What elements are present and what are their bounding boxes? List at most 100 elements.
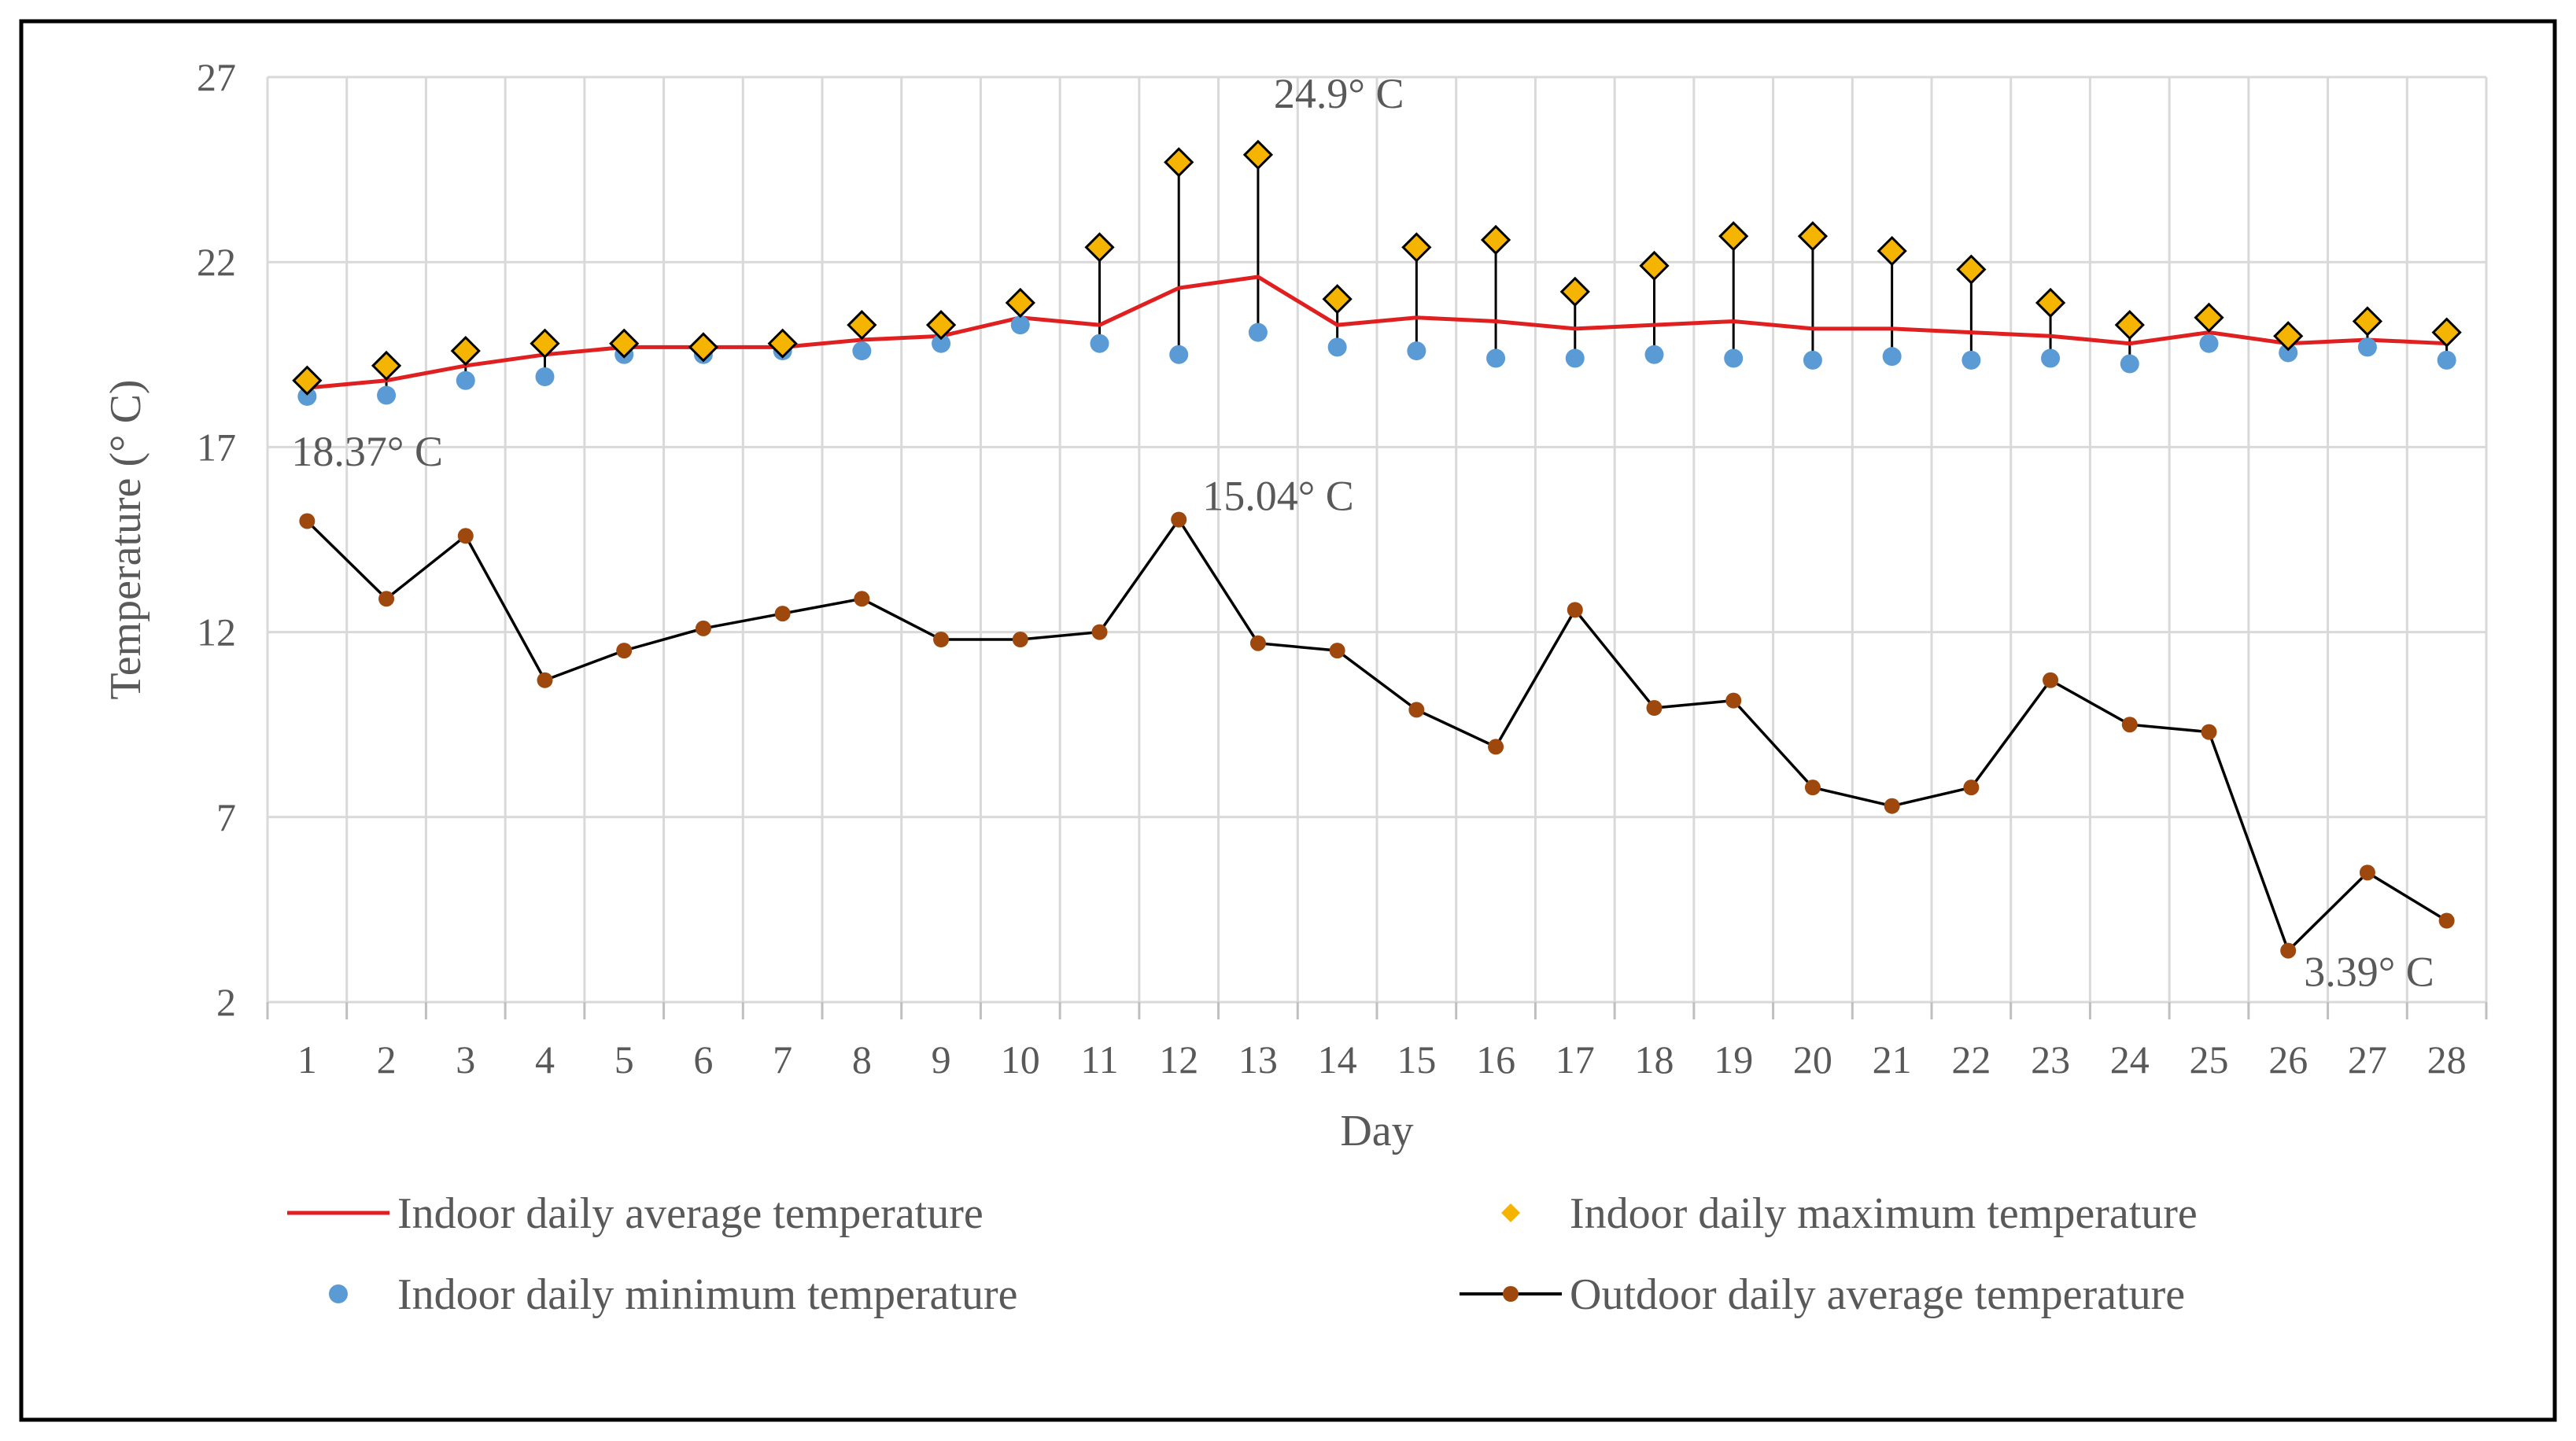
indoor-minimum-point — [2041, 348, 2061, 368]
indoor-minimum-point — [1724, 348, 1744, 368]
outdoor-average-line — [306, 517, 2448, 953]
outdoor-average-point — [1567, 602, 1583, 618]
x-tick-label: 17 — [1556, 1037, 1595, 1082]
x-tick-label: 26 — [2268, 1037, 2308, 1082]
x-tick-label: 18 — [1635, 1037, 1674, 1082]
outdoor-average-point — [457, 528, 474, 544]
chart-frame — [19, 19, 2557, 1422]
x-tick-label: 23 — [2031, 1037, 2070, 1082]
indoor-maximum-point — [1005, 287, 1035, 319]
legend-swatch-indoor-minimum — [329, 1284, 348, 1303]
indoor-maximum-point — [1639, 250, 1670, 282]
indoor-maximum-point — [530, 328, 560, 359]
indoor-minimum-point — [1962, 350, 1981, 370]
indoor-maximum-point — [1797, 221, 1829, 252]
x-tick-label: 7 — [773, 1037, 792, 1082]
legend-label: Indoor daily minimum temperature — [397, 1270, 1017, 1319]
indoor-maximum-point — [2352, 306, 2383, 337]
x-tick-label: 16 — [1476, 1037, 1515, 1082]
indoor-maximum-point — [2194, 302, 2224, 333]
indoor-minimum-point — [1803, 350, 1822, 370]
indoor-maximum-point — [1242, 139, 1274, 170]
outdoor-average-point — [2280, 942, 2297, 959]
y-tick-label: 7 — [216, 795, 236, 839]
indoor-minimum-point — [1327, 337, 1347, 357]
outdoor-average-point — [378, 591, 395, 607]
legend-swatch-outdoor-marker — [1503, 1286, 1519, 1302]
indoor-minimum-point — [932, 334, 951, 353]
indoor-minimum-point — [2199, 334, 2219, 353]
y-axis-title: Temperature (° C) — [101, 379, 150, 699]
outdoor-average-point — [1488, 739, 1504, 755]
x-tick-label: 15 — [1397, 1037, 1436, 1082]
x-tick-label: 14 — [1318, 1037, 1357, 1082]
outdoor-average-point — [2121, 717, 2138, 733]
x-tick-label: 12 — [1159, 1037, 1198, 1082]
indoor-maximum-point — [1480, 224, 1511, 256]
indoor-maximum-point — [847, 310, 877, 341]
indoor-minimum-point — [2357, 337, 2377, 357]
indoor-maximum-point — [2431, 317, 2462, 348]
x-tick-label: 6 — [693, 1037, 713, 1082]
outdoor-average-point — [537, 672, 553, 688]
indoor-maximum-point — [371, 350, 402, 381]
data-annotation: 15.04° C — [1202, 473, 1354, 520]
x-tick-label: 3 — [456, 1037, 475, 1082]
indoor-minimum-point — [1486, 348, 1506, 368]
x-tick-label: 28 — [2427, 1037, 2467, 1082]
x-tick-label: 13 — [1238, 1037, 1278, 1082]
outdoor-average-point — [1249, 635, 1266, 651]
x-tick-label: 19 — [1714, 1037, 1753, 1082]
indoor-minimum-point — [535, 367, 555, 387]
y-tick-label: 27 — [197, 55, 236, 99]
y-tick-label: 17 — [197, 425, 236, 469]
x-tick-label: 1 — [297, 1037, 317, 1082]
data-annotation: 24.9° C — [1274, 70, 1404, 117]
outdoor-average-point — [1725, 692, 1742, 709]
indoor-minimum-point — [2120, 354, 2139, 374]
indoor-maximum-point — [450, 335, 481, 367]
outdoor-average-point — [2359, 864, 2375, 881]
x-axis-title: Day — [1340, 1107, 1413, 1155]
legend-label: Indoor daily maximum temperature — [1570, 1189, 2198, 1238]
outdoor-average-point — [1884, 798, 1900, 814]
indoor-maximum-point — [767, 328, 798, 359]
indoor-maximum-point — [2035, 287, 2066, 319]
indoor-maximum-point — [292, 365, 323, 396]
x-tick-label: 27 — [2348, 1037, 2387, 1082]
indoor-maximum-point — [1956, 254, 1987, 285]
indoor-minimum-point — [2279, 343, 2298, 363]
x-tick-label: 4 — [535, 1037, 555, 1082]
x-tick-label: 20 — [1793, 1037, 1832, 1082]
x-tick-label: 22 — [1951, 1037, 1991, 1082]
indoor-minimum-point — [1407, 341, 1426, 361]
outdoor-average-point — [854, 591, 870, 607]
x-tick-label: 25 — [2190, 1037, 2229, 1082]
outdoor-average-point — [1091, 624, 1108, 640]
indoor-average-line — [307, 275, 2447, 390]
outdoor-average-point — [695, 620, 711, 636]
outdoor-average-point — [1171, 511, 1187, 528]
indoor-minimum-point — [1090, 334, 1109, 353]
outdoor-average-point — [1963, 779, 1980, 796]
indoor-minimum-point — [852, 341, 872, 361]
indoor-maximum-point — [2114, 310, 2145, 341]
indoor-minimum-point — [377, 385, 397, 405]
legend-label: Outdoor daily average temperature — [1570, 1270, 2185, 1319]
outdoor-average-point — [933, 632, 950, 648]
indoor-maximum-point — [1164, 147, 1194, 178]
indoor-minimum-point — [297, 386, 317, 406]
indoor-minimum-point — [1248, 322, 1268, 342]
legend-swatch-indoor-maximum — [1501, 1203, 1520, 1222]
legend-label: Indoor daily average temperature — [397, 1189, 984, 1238]
indoor-maximum-point — [1559, 276, 1590, 307]
x-tick-label: 8 — [852, 1037, 872, 1082]
indoor-minimum-point — [456, 370, 475, 390]
indoor-minimum-point — [1644, 345, 1664, 364]
data-annotation: 18.37° C — [291, 428, 443, 475]
x-tick-label: 5 — [614, 1037, 634, 1082]
indoor-maximum-point — [688, 332, 719, 363]
indoor-minimum-point — [2437, 350, 2456, 370]
